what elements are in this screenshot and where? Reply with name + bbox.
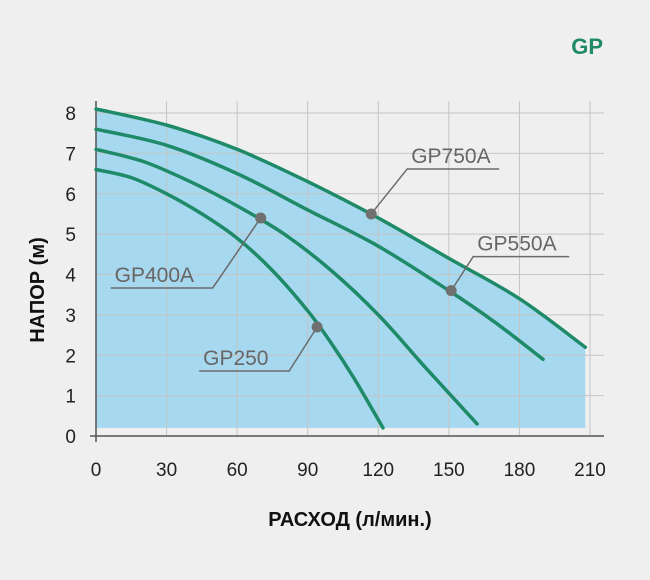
x-tick-label: 30 bbox=[156, 460, 177, 481]
x-tick-label: 60 bbox=[227, 460, 248, 481]
x-axis-title: РАСХОД (л/мин.) bbox=[268, 509, 431, 531]
y-tick-label: 8 bbox=[65, 104, 76, 125]
callout-line-gp750a bbox=[370, 168, 500, 215]
callout-line-gp550a bbox=[450, 255, 570, 292]
series-line-gp550a bbox=[94, 127, 545, 362]
series-label-gp250: GP250 bbox=[203, 347, 268, 370]
series-label-gp400a: GP400A bbox=[115, 264, 194, 287]
x-tick-label: 210 bbox=[574, 460, 606, 481]
x-tick-label: 90 bbox=[297, 460, 318, 481]
y-tick-label: 5 bbox=[65, 225, 76, 246]
series-label-gp750a: GP750A bbox=[411, 145, 490, 168]
series-label-gp550a: GP550A bbox=[477, 233, 556, 256]
series-marker-gp750a bbox=[365, 208, 377, 220]
x-tick-label: 180 bbox=[504, 460, 536, 481]
y-tick-label: 0 bbox=[65, 427, 76, 448]
y-tick-label: 4 bbox=[65, 266, 76, 287]
series-line-gp400a bbox=[94, 147, 479, 426]
series-marker-gp250 bbox=[311, 321, 323, 333]
y-tick-label: 1 bbox=[65, 387, 76, 408]
y-tick-label: 7 bbox=[65, 144, 76, 165]
series-marker-gp550a bbox=[445, 285, 457, 297]
callout-line-gp400a bbox=[110, 217, 262, 289]
plot-area: 0 30 60 90 120 150 180 210 0 1 2 3 4 5 6 7 8 GP250 GP400A G… bbox=[65, 101, 606, 481]
curve-fill-area bbox=[96, 109, 586, 428]
y-tick-label: 2 bbox=[65, 346, 76, 367]
series-line-gp250 bbox=[94, 167, 385, 430]
y-tick-label: 3 bbox=[65, 306, 76, 327]
brand-logo-text: GP bbox=[571, 34, 603, 59]
series-marker-gp400a bbox=[255, 212, 267, 224]
x-tick-label: 120 bbox=[362, 460, 394, 481]
y-tick-label: 6 bbox=[65, 185, 76, 206]
series-line-gp750a bbox=[94, 107, 588, 349]
x-tick-label: 0 bbox=[91, 460, 102, 481]
x-tick-label: 150 bbox=[433, 460, 465, 481]
y-axis-title: НАПОР (м) bbox=[27, 237, 49, 343]
callout-line-gp250 bbox=[199, 326, 318, 372]
